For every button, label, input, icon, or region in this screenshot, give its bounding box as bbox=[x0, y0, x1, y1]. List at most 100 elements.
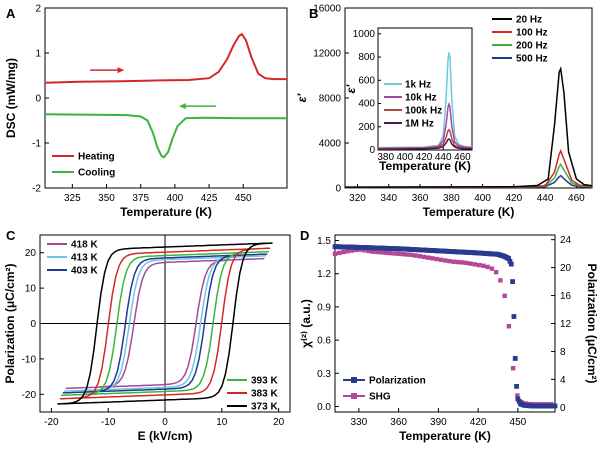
panel-d-shg-point bbox=[447, 258, 452, 264]
panel-c-loop-418k bbox=[65, 257, 265, 390]
panel-b-legend-label: 200 Hz bbox=[516, 41, 548, 52]
panel-c-xtick-label: -10 bbox=[101, 417, 116, 428]
panel-d-shg-point bbox=[404, 252, 410, 257]
panel-d-ytick-right-label: 16 bbox=[560, 291, 572, 302]
panel-d-shg-point bbox=[379, 250, 384, 255]
panel-a-legend-cooling-label: Cooling bbox=[78, 168, 115, 179]
panel-d-xtick-label: 390 bbox=[430, 417, 447, 428]
panel-d-shg-point bbox=[515, 393, 520, 398]
panel-d-shg-point bbox=[493, 269, 499, 275]
panel-b-ylabel: ε′ bbox=[295, 93, 309, 103]
panel-d-shg-point bbox=[506, 324, 512, 329]
panel-d-ylabel-right: Polarization (μC/cm²) bbox=[585, 263, 599, 383]
inset-series-100khz bbox=[377, 128, 473, 150]
panel-d-polarization-point bbox=[507, 258, 513, 264]
inset-series-1mhz bbox=[377, 138, 472, 151]
panel-c-loop-413k bbox=[63, 255, 267, 392]
panel-d-ytick-label: 1.5 bbox=[317, 236, 331, 247]
panel-d-polarization-point bbox=[510, 279, 515, 284]
panel-d-polarization-point bbox=[506, 256, 512, 261]
panel-d-shg-point bbox=[396, 251, 401, 257]
panel-d-ytick-right-label: 20 bbox=[560, 263, 572, 274]
panel-d-shg-point bbox=[409, 252, 414, 258]
panel-d-xtick-label: 420 bbox=[470, 417, 487, 428]
panel-d-polarization-point bbox=[552, 403, 558, 409]
panel-d-shg-point bbox=[438, 257, 444, 262]
panel-a-ytick-label: -1 bbox=[32, 139, 41, 150]
inset-xtick-label: 440 bbox=[435, 152, 452, 163]
inset-xtick-label: 420 bbox=[416, 152, 433, 163]
panel-d-legend-shg-label: SHG bbox=[369, 392, 391, 403]
panel-d-shg-point bbox=[460, 260, 465, 265]
panel-c-loop-403k bbox=[62, 253, 268, 394]
panel-c-xlabel: E (kV/cm) bbox=[138, 429, 193, 443]
panel-c-legend-label: 383 K bbox=[251, 389, 278, 400]
panel-d-shg-point bbox=[472, 262, 478, 267]
panel-d-ytick-label: 1.2 bbox=[317, 269, 331, 280]
panel-c-loop-393k bbox=[60, 250, 270, 397]
panel-d-shg-point bbox=[498, 278, 503, 283]
panel-d-shg-point bbox=[426, 255, 431, 260]
panel-c-ytick-label: 20 bbox=[25, 248, 37, 259]
panel-d-legend-polarization-marker bbox=[351, 377, 357, 383]
heating-arrow-head bbox=[117, 67, 125, 74]
panel-d-polarization-point bbox=[515, 396, 521, 402]
panel-b-legend-label: 500 Hz bbox=[516, 54, 548, 65]
panel-a-xtick-label: 350 bbox=[98, 193, 115, 204]
panel-a-legend-heating-label: Heating bbox=[78, 152, 115, 163]
inset-legend-label: 1k Hz bbox=[405, 80, 431, 91]
panel-d-shg-point bbox=[502, 293, 507, 299]
panel-d-shg-point bbox=[375, 249, 380, 255]
panel-b-series-20hz bbox=[344, 66, 593, 188]
panel-b-xlabel: Temperature (K) bbox=[423, 205, 515, 219]
panel-d-shg-point bbox=[481, 263, 486, 268]
inset-legend-label: 10k Hz bbox=[405, 93, 437, 104]
inset-xtick-label: 380 bbox=[377, 152, 394, 163]
panel-c-xtick-label: 0 bbox=[162, 417, 168, 428]
panel-a-series-heating bbox=[44, 32, 287, 84]
panel-letter-A: A bbox=[6, 6, 16, 21]
panel-c-ylabel: Polarization (μC/cm²) bbox=[3, 263, 17, 383]
panel-c-legend-label: 373 K bbox=[251, 402, 278, 413]
inset-legend-label: 1M Hz bbox=[405, 119, 434, 130]
panel-b-xtick-label: 340 bbox=[380, 193, 397, 204]
panel-a-ytick-label: 2 bbox=[35, 4, 41, 15]
panel-d-xtick-label: 450 bbox=[510, 417, 527, 428]
panel-d-ytick-label: 0.0 bbox=[317, 402, 331, 413]
panel-d-shg-point bbox=[417, 254, 423, 259]
inset-frame bbox=[377, 27, 473, 151]
panel-d-shg-point bbox=[455, 259, 461, 265]
inset-ytick-label: 1000 bbox=[353, 29, 376, 40]
panel-d-shg-point bbox=[468, 261, 473, 266]
panel-d-xtick-label: 360 bbox=[390, 417, 407, 428]
panel-b-xtick-label: 380 bbox=[443, 193, 460, 204]
inset-xlabel: Temperature (K) bbox=[379, 159, 471, 173]
panel-a-xlabel: Temperature (K) bbox=[120, 205, 212, 219]
panel-d-shg-point bbox=[476, 262, 482, 268]
panel-c-loop-373k bbox=[57, 242, 273, 405]
panel-b-ytick-label: 0 bbox=[335, 184, 341, 195]
panel-d-shg-point bbox=[354, 247, 359, 253]
panel-d-shg-point bbox=[443, 258, 448, 263]
inset-ytick-label: 200 bbox=[358, 122, 375, 133]
inset-xtick-label: 460 bbox=[454, 152, 471, 163]
panel-b-legend-label: 20 Hz bbox=[516, 15, 542, 26]
panel-c-legend-label: 413 K bbox=[71, 253, 98, 264]
panel-b-ytick-label: 8000 bbox=[319, 94, 342, 105]
panel-c-loop-383k bbox=[59, 247, 271, 400]
cooling-arrow-head bbox=[178, 103, 186, 110]
panel-a-xtick-label: 400 bbox=[167, 193, 184, 204]
panel-b-ytick-label: 16000 bbox=[313, 4, 341, 15]
panel-d-ytick-right-label: 24 bbox=[560, 235, 572, 246]
panel-b-xtick-label: 320 bbox=[349, 193, 366, 204]
panel-b-xtick-label: 460 bbox=[568, 193, 585, 204]
panel-c-ytick-label: -20 bbox=[22, 390, 37, 401]
panel-a-ytick-label: 1 bbox=[35, 49, 41, 60]
panel-a-xtick-label: 450 bbox=[235, 193, 252, 204]
panel-d-ytick-right-label: 12 bbox=[560, 319, 572, 330]
panel-d-shg-point bbox=[510, 365, 516, 371]
panel-d-shg-point bbox=[413, 253, 418, 258]
panel-a-xtick-label: 375 bbox=[132, 193, 149, 204]
panel-d-polarization-point bbox=[511, 314, 517, 319]
